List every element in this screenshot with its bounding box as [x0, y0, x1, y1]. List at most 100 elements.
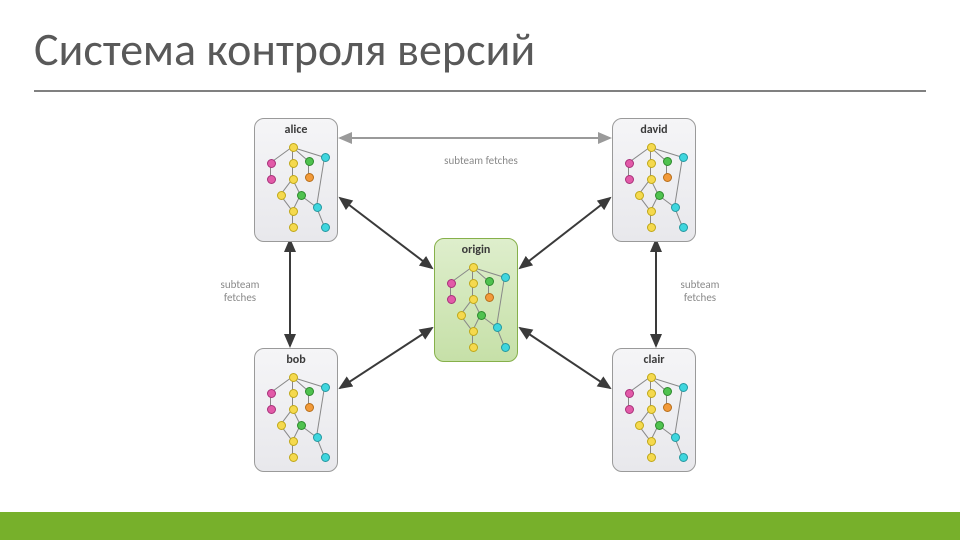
commit-node: [647, 207, 656, 216]
commit-node: [671, 433, 680, 442]
repo-david: david: [612, 118, 696, 242]
commit-node: [501, 343, 510, 352]
tree-edge: [674, 387, 683, 437]
commit-node: [647, 405, 656, 414]
tree-edge: [316, 387, 325, 437]
commit-node: [647, 437, 656, 446]
bottom-accent-bar: [0, 512, 960, 540]
connector: [520, 328, 610, 388]
commit-node: [625, 175, 634, 184]
slide-title: Система контроля версий: [34, 22, 535, 78]
commit-tree: [619, 369, 691, 465]
repo-bob: bob: [254, 348, 338, 472]
commit-node: [663, 157, 672, 166]
commit-node: [267, 389, 276, 398]
repo-label: alice: [261, 123, 331, 137]
commit-node: [469, 279, 478, 288]
commit-node: [313, 433, 322, 442]
commit-node: [655, 421, 664, 430]
tree-edge: [674, 157, 683, 207]
commit-node: [469, 263, 478, 272]
commit-node: [305, 387, 314, 396]
commit-node: [289, 437, 298, 446]
connector: [340, 198, 432, 268]
annotation-left: subteamfetches: [210, 278, 270, 304]
commit-node: [647, 175, 656, 184]
commit-node: [289, 373, 298, 382]
commit-node: [289, 207, 298, 216]
commit-node: [289, 159, 298, 168]
commit-node: [635, 421, 644, 430]
commit-node: [679, 453, 688, 462]
commit-node: [625, 389, 634, 398]
commit-node: [485, 293, 494, 302]
commit-node: [469, 295, 478, 304]
commit-node: [663, 403, 672, 412]
commit-node: [663, 173, 672, 182]
commit-node: [485, 277, 494, 286]
commit-node: [477, 311, 486, 320]
repo-label: bob: [261, 353, 331, 367]
commit-node: [289, 223, 298, 232]
commit-node: [305, 173, 314, 182]
commit-tree: [441, 259, 513, 355]
commit-node: [321, 223, 330, 232]
commit-node: [469, 343, 478, 352]
commit-node: [671, 203, 680, 212]
repo-alice: alice: [254, 118, 338, 242]
annotation-right: subteamfetches: [670, 278, 730, 304]
commit-node: [625, 405, 634, 414]
commit-node: [297, 421, 306, 430]
commit-node: [625, 159, 634, 168]
commit-node: [647, 453, 656, 462]
commit-node: [297, 191, 306, 200]
commit-node: [679, 383, 688, 392]
commit-node: [289, 143, 298, 152]
commit-node: [321, 383, 330, 392]
commit-node: [321, 453, 330, 462]
commit-node: [655, 191, 664, 200]
commit-node: [267, 175, 276, 184]
commit-node: [457, 311, 466, 320]
commit-node: [289, 405, 298, 414]
connector: [340, 328, 432, 388]
repo-origin: origin: [434, 238, 518, 362]
commit-node: [447, 295, 456, 304]
commit-node: [493, 323, 502, 332]
commit-tree: [619, 139, 691, 235]
commit-node: [647, 389, 656, 398]
commit-node: [313, 203, 322, 212]
title-rule: [34, 90, 926, 92]
commit-node: [647, 223, 656, 232]
commit-node: [469, 327, 478, 336]
commit-node: [447, 279, 456, 288]
repo-label: clair: [619, 353, 689, 367]
commit-node: [289, 453, 298, 462]
commit-tree: [261, 139, 333, 235]
connector: [520, 198, 610, 268]
commit-node: [679, 153, 688, 162]
commit-node: [635, 191, 644, 200]
commit-tree: [261, 369, 333, 465]
repo-label: david: [619, 123, 689, 137]
commit-node: [305, 403, 314, 412]
commit-node: [647, 159, 656, 168]
commit-node: [305, 157, 314, 166]
tree-edge: [316, 157, 325, 207]
commit-node: [663, 387, 672, 396]
vcs-diagram: alice david origin bob clair subteam fetches s…: [190, 110, 770, 490]
commit-node: [277, 191, 286, 200]
commit-node: [267, 159, 276, 168]
repo-clair: clair: [612, 348, 696, 472]
commit-node: [289, 389, 298, 398]
commit-node: [267, 405, 276, 414]
commit-node: [647, 143, 656, 152]
annotation-top: subteam fetches: [426, 154, 536, 167]
commit-node: [289, 175, 298, 184]
commit-node: [647, 373, 656, 382]
slide: Система контроля версий alice david origin…: [0, 0, 960, 540]
commit-node: [679, 223, 688, 232]
tree-edge: [496, 277, 505, 327]
repo-label: origin: [441, 243, 511, 257]
commit-node: [321, 153, 330, 162]
